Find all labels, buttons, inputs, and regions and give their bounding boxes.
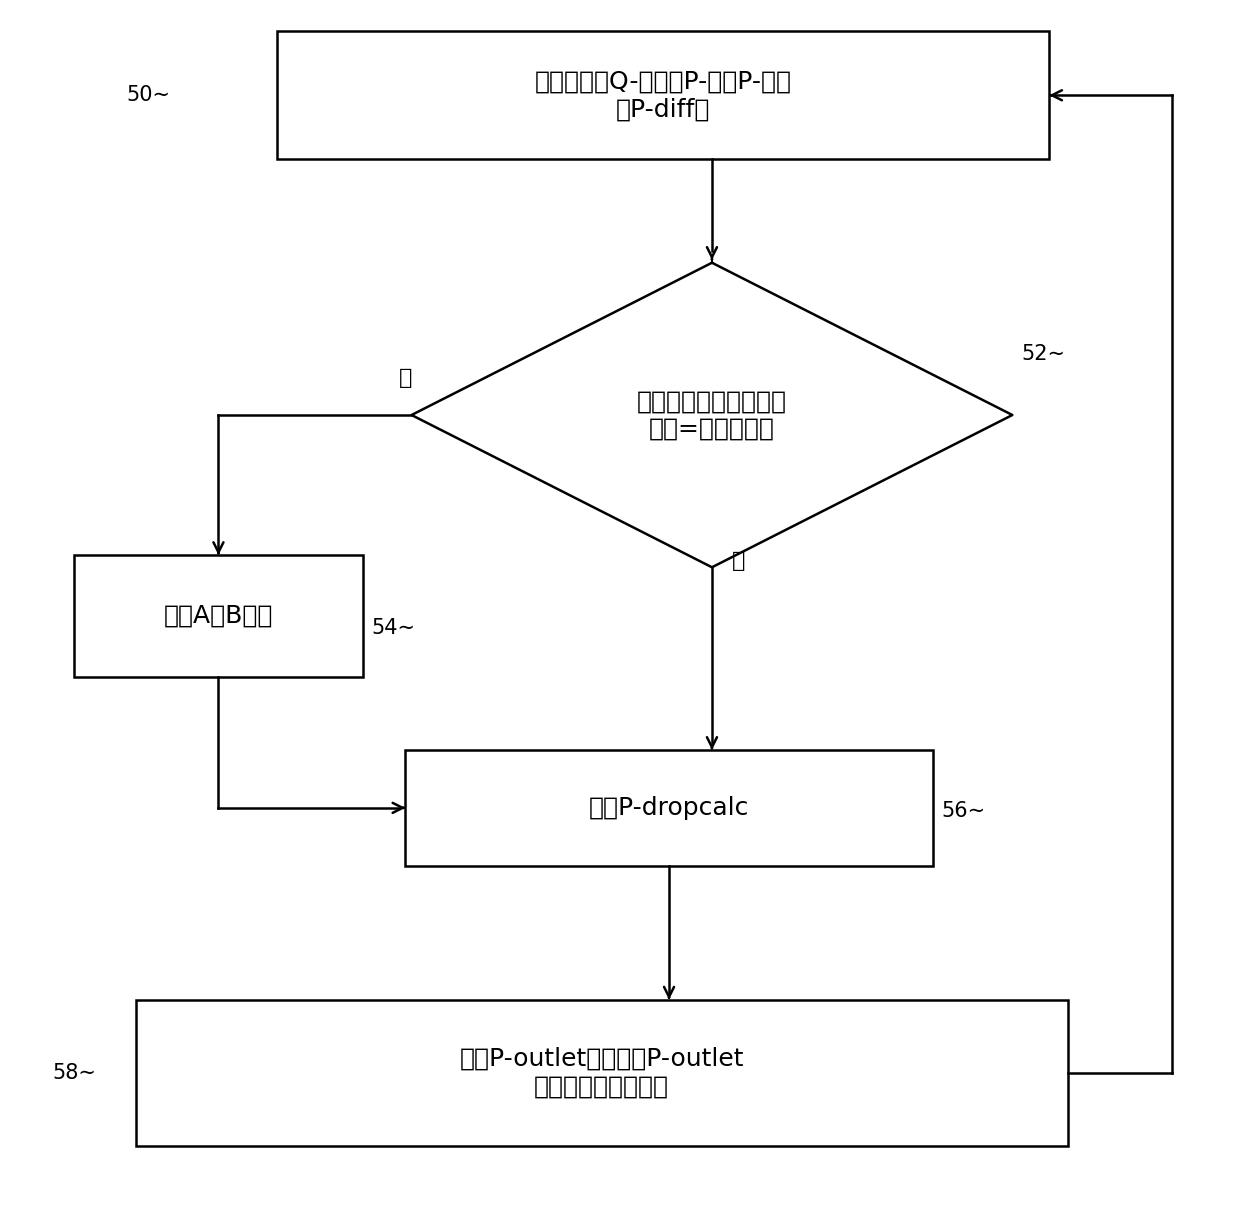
Text: 更新A和B系数: 更新A和B系数 <box>164 604 273 628</box>
Text: 是: 是 <box>399 368 412 388</box>
Text: 确定P-outlet并且基于P-outlet
来控制压力生成系统: 确定P-outlet并且基于P-outlet 来控制压力生成系统 <box>459 1047 744 1099</box>
Text: 获得并存储Q-测量、P-表、P-气压
和P-diff值: 获得并存储Q-测量、P-表、P-气压 和P-diff值 <box>534 69 791 121</box>
Text: 52∼: 52∼ <box>1021 344 1065 365</box>
Polygon shape <box>412 262 1012 567</box>
Text: 自上次更新以来呼吸的
次数=更新阈值？: 自上次更新以来呼吸的 次数=更新阈值？ <box>637 389 787 441</box>
Text: 56∼: 56∼ <box>941 801 986 821</box>
Bar <box>135 999 1068 1146</box>
Text: 58∼: 58∼ <box>52 1063 97 1083</box>
Bar <box>405 750 932 866</box>
Text: 否: 否 <box>733 551 745 572</box>
Text: 50∼: 50∼ <box>126 85 170 105</box>
Text: 确定P-dropcalc: 确定P-dropcalc <box>589 796 749 819</box>
Bar <box>277 31 1049 159</box>
Bar <box>74 556 362 676</box>
Text: 54∼: 54∼ <box>371 618 415 638</box>
